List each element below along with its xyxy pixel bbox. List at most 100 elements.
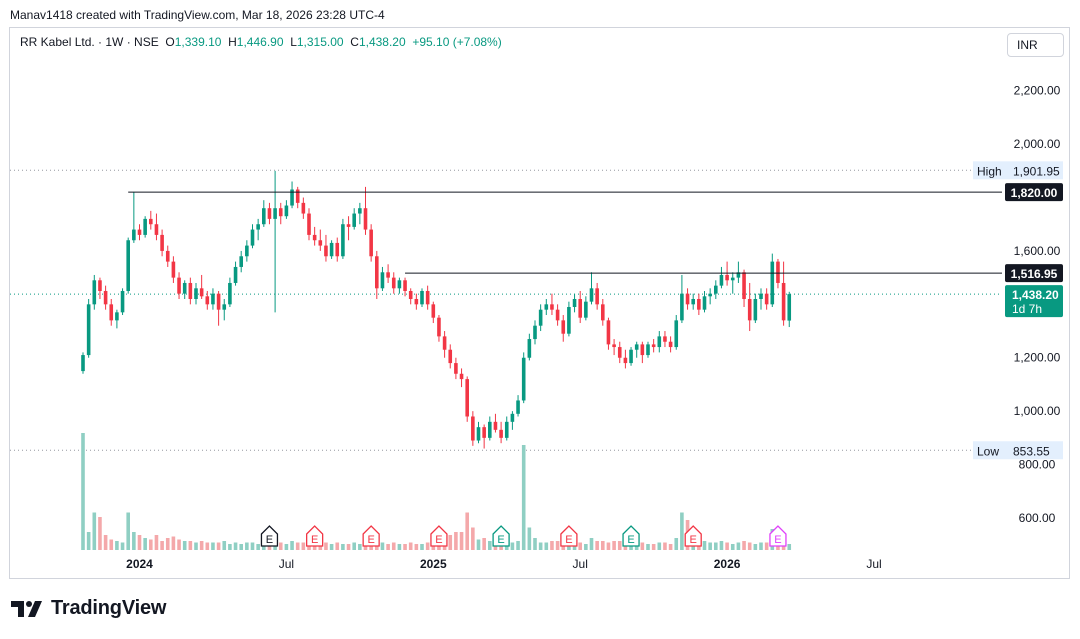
candle-body bbox=[561, 320, 566, 334]
volume-bar bbox=[714, 542, 718, 550]
candle-body bbox=[386, 272, 390, 278]
chart-frame bbox=[9, 27, 1070, 579]
candle-body bbox=[725, 274, 729, 281]
candle-body bbox=[753, 298, 758, 321]
volume-bar bbox=[657, 542, 662, 550]
volume-bar bbox=[81, 433, 85, 550]
tradingview-logo-text: TradingView bbox=[51, 597, 167, 619]
volume-bar bbox=[601, 541, 605, 550]
earnings-icon[interactable]: E bbox=[769, 525, 787, 547]
earnings-icon[interactable]: E bbox=[260, 525, 279, 547]
volume-bar bbox=[205, 542, 210, 550]
low-tag-bg bbox=[973, 441, 1063, 460]
earnings-icon[interactable]: E bbox=[492, 525, 510, 547]
earnings-label: E bbox=[497, 534, 504, 546]
y-tick-label: 600.00 bbox=[1019, 511, 1056, 525]
candle-body bbox=[86, 304, 91, 356]
earnings-badge-inner bbox=[563, 532, 574, 544]
volume-bar bbox=[177, 539, 181, 550]
y-tick-label: 2,000.00 bbox=[1014, 137, 1061, 151]
volume-bar bbox=[391, 542, 396, 550]
volume-bar bbox=[725, 542, 729, 550]
candle-body bbox=[629, 349, 633, 364]
candle-body bbox=[634, 344, 639, 350]
volume-bar bbox=[98, 517, 102, 550]
volume-bar bbox=[606, 542, 611, 550]
earnings-badge-inner bbox=[772, 532, 783, 544]
currency-button[interactable]: INR bbox=[1007, 33, 1064, 57]
candle-body bbox=[759, 293, 763, 299]
low-label: L bbox=[290, 35, 297, 49]
earnings-label: E bbox=[565, 534, 572, 546]
candle-body bbox=[431, 304, 436, 318]
candle-body bbox=[504, 421, 509, 438]
candle-body bbox=[132, 229, 136, 241]
volume-bar bbox=[680, 512, 684, 550]
volume-bar bbox=[414, 544, 419, 550]
earnings-label: E bbox=[627, 534, 634, 546]
low-tag-label: Low bbox=[977, 444, 999, 458]
candle-body bbox=[188, 282, 193, 299]
candle-body bbox=[301, 202, 306, 214]
volume-bar bbox=[341, 544, 345, 550]
candle-body bbox=[714, 285, 718, 294]
candle-body bbox=[352, 213, 356, 227]
earnings-label: E bbox=[774, 534, 781, 546]
x-tick-label: 2024 bbox=[126, 557, 153, 571]
volume-bar bbox=[646, 544, 650, 550]
high-label: H bbox=[228, 35, 237, 49]
candle-body bbox=[284, 205, 289, 217]
earnings-badge-inner bbox=[309, 532, 320, 544]
volume-bar bbox=[787, 544, 792, 550]
candle-body bbox=[702, 296, 707, 310]
x-tick-label: Jul bbox=[279, 557, 294, 571]
open-label: O bbox=[165, 35, 175, 49]
earnings-icon[interactable]: E bbox=[622, 525, 640, 547]
volume-bar bbox=[278, 542, 283, 550]
earnings-label: E bbox=[435, 534, 442, 546]
volume-bar bbox=[290, 541, 294, 550]
volume-bar bbox=[143, 538, 147, 550]
tradingview-logo[interactable]: TradingView bbox=[11, 597, 166, 620]
earnings-icon[interactable]: E bbox=[362, 525, 380, 547]
tradingview-logo-icon bbox=[11, 600, 42, 617]
candle-body bbox=[290, 189, 294, 206]
level-tag-bg bbox=[1005, 183, 1063, 202]
x-tick-label: 2025 bbox=[420, 557, 447, 571]
candle-body bbox=[307, 213, 311, 235]
candle-body bbox=[708, 293, 712, 297]
candle-body bbox=[312, 234, 317, 241]
volume-bar bbox=[651, 544, 656, 550]
candle-body bbox=[211, 293, 215, 305]
earnings-icon[interactable]: E bbox=[560, 525, 578, 547]
earnings-badge-inner bbox=[433, 532, 444, 544]
candle-body bbox=[149, 218, 153, 225]
candle-body bbox=[375, 256, 379, 289]
y-tick-label: 1,600.00 bbox=[1014, 244, 1061, 258]
candle-body bbox=[205, 296, 210, 305]
volume-bar bbox=[555, 541, 560, 550]
candle-body bbox=[476, 427, 481, 441]
volume-bar bbox=[256, 544, 260, 550]
candle-body bbox=[408, 290, 413, 299]
volume-bar bbox=[335, 542, 340, 550]
candle-body bbox=[657, 336, 662, 348]
earnings-icon[interactable]: E bbox=[306, 525, 324, 547]
candle-body bbox=[589, 288, 594, 302]
volume-bar bbox=[634, 544, 639, 550]
candle-body bbox=[533, 325, 537, 340]
volume-bar bbox=[92, 512, 97, 550]
candle-body bbox=[538, 309, 543, 326]
candle-body bbox=[555, 309, 560, 321]
candle-body bbox=[216, 293, 221, 310]
open-value: 1,339.10 bbox=[174, 35, 222, 49]
chart-attribution: Manav1418 created with TradingView.com, … bbox=[10, 8, 385, 22]
volume-bar bbox=[329, 544, 334, 550]
candle-body bbox=[420, 290, 424, 305]
earnings-icon[interactable]: E bbox=[430, 525, 448, 547]
volume-bar bbox=[617, 541, 622, 550]
close-value: 1,438.20 bbox=[358, 35, 406, 49]
candle-body bbox=[92, 280, 97, 305]
earnings-icon[interactable]: E bbox=[684, 525, 702, 547]
